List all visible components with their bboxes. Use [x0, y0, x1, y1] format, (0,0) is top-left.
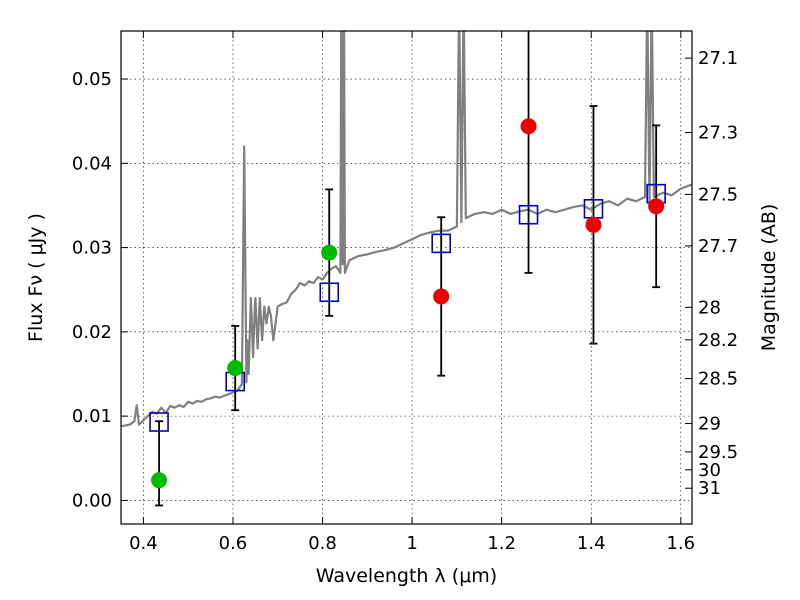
y-tick-label: 0.05: [72, 69, 112, 90]
x-tick-label: 1.4: [577, 533, 606, 554]
right-tick-label: 27.1: [698, 48, 738, 69]
markers: [149, 118, 666, 489]
right-tick-label: 27.3: [698, 123, 738, 144]
x-tick-label: 1: [406, 533, 417, 554]
photometry-point: [520, 118, 537, 135]
x-tick-label: 1.6: [666, 533, 695, 554]
model-square-marker: [319, 282, 340, 303]
x-tick-label: 0.6: [219, 533, 248, 554]
photometry-point: [227, 360, 244, 377]
model-square-marker: [431, 233, 452, 254]
x-tick-label: 0.4: [129, 533, 158, 554]
right-tick-label: 28.5: [698, 369, 738, 390]
photometry-point: [151, 472, 168, 489]
right-tick-label: 30: [698, 460, 721, 481]
right-tick-label: 28: [698, 297, 721, 318]
x-axis-title: Wavelength λ (μm): [316, 565, 497, 587]
ticks: [121, 31, 692, 524]
spectrum-series: [121, 31, 692, 428]
grid: [121, 31, 692, 524]
x-tick-label: 0.8: [308, 533, 337, 554]
y-tick-label: 0.03: [72, 238, 112, 259]
right-tick-label: 27.5: [698, 184, 738, 205]
right-axis-title: Magnitude (AB): [758, 204, 780, 352]
y-tick-label: 0.02: [72, 322, 112, 343]
right-tick-label: 29.5: [698, 442, 738, 463]
right-tick-label: 27.7: [698, 236, 738, 257]
y-axis-title: Flux Fν ( μJy ): [25, 213, 47, 342]
tick-labels: 0.4 0.6 0.8 1 1.2 1.4 1.6 0.00 0.01 0.02 0.03 0.04 0…: [72, 48, 738, 554]
model-square-marker: [149, 412, 169, 432]
photometry-point: [433, 288, 450, 305]
y-tick-label: 0.04: [72, 153, 112, 174]
photometry-point: [321, 244, 338, 261]
right-tick-label: 29: [698, 414, 721, 435]
right-tick-label: 28.2: [698, 330, 738, 351]
y-tick-label: 0.00: [72, 490, 112, 511]
y-tick-label: 0.01: [72, 406, 112, 427]
x-tick-label: 1.2: [487, 533, 516, 554]
model-square-marker: [518, 204, 539, 225]
right-tick-label: 31: [698, 478, 721, 499]
photometry-point: [585, 216, 602, 233]
plot-frame: [120, 30, 693, 525]
spectrum-line: [121, 31, 692, 428]
photometry-point: [648, 198, 665, 215]
